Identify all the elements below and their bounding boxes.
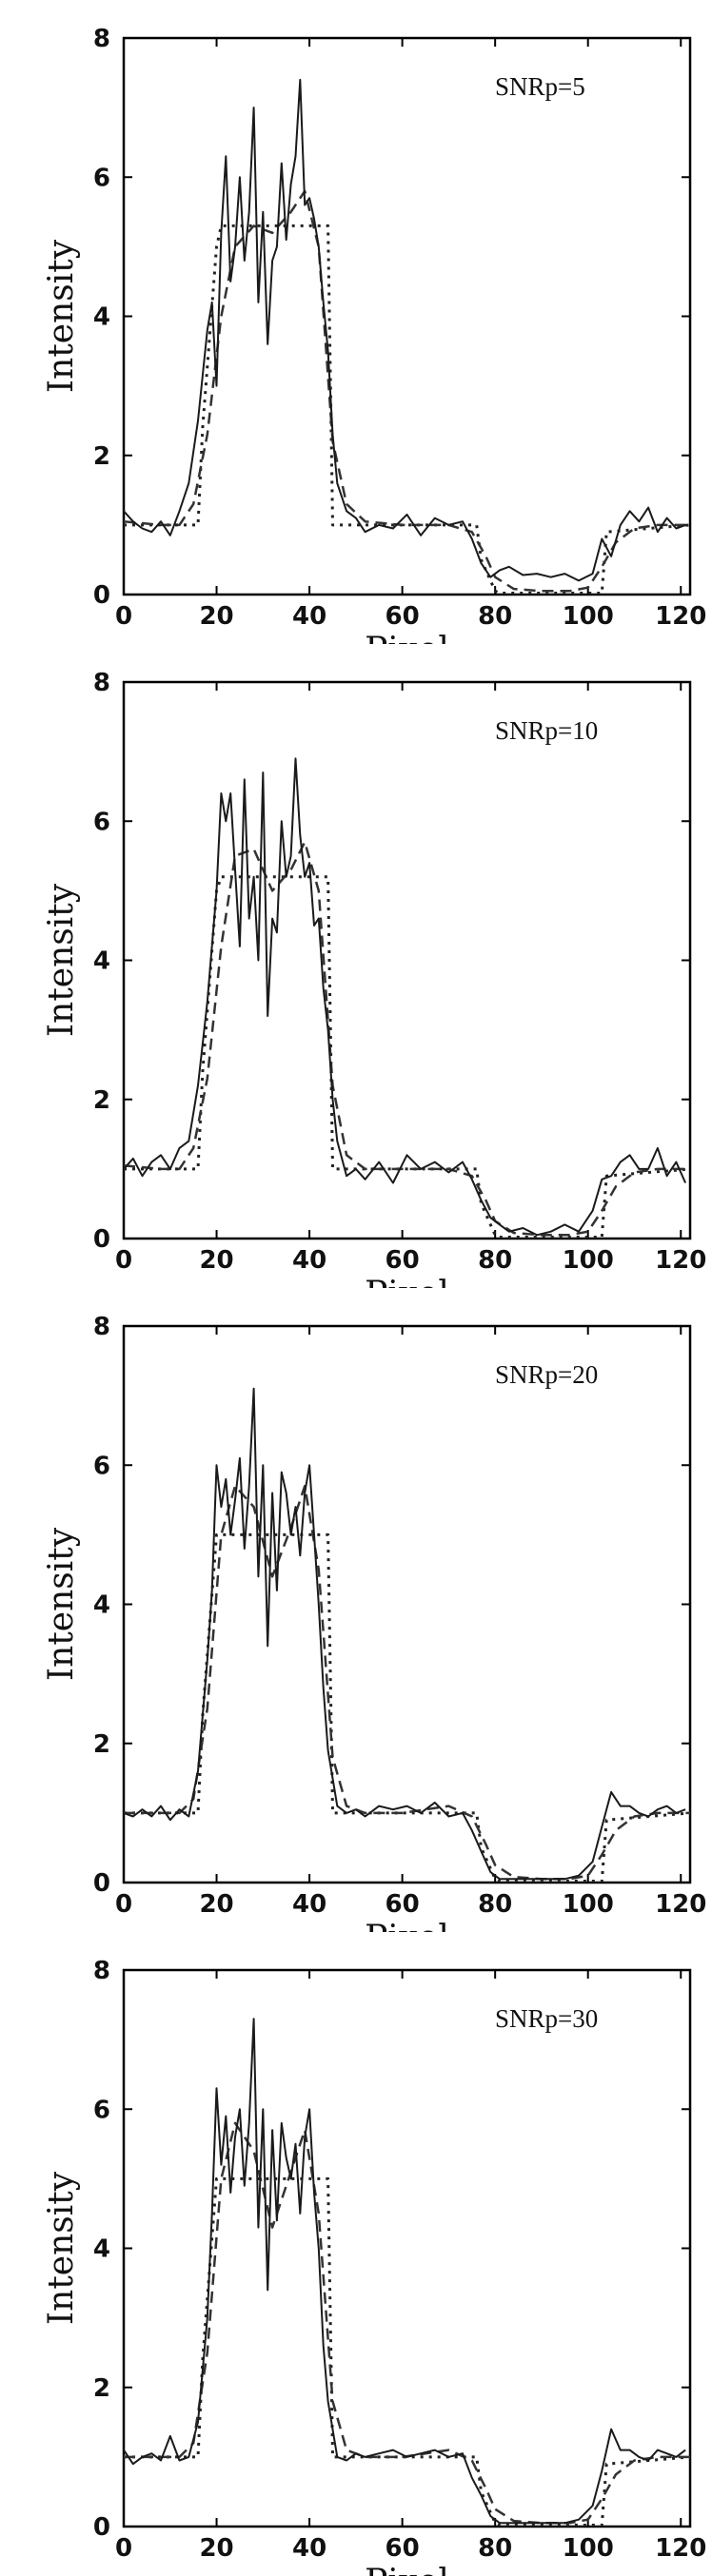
snr-annotation: SNRp=30 bbox=[495, 2004, 598, 2033]
chart-svg-2: 0 20 40 60 80 100 120 0 2 4 6 8 Pixel Intensity SNRp=1… bbox=[42, 669, 706, 1288]
chart-panel-1: 0 20 40 60 80 100 120 0 2 4 6 8 Pixel Intensity SNRp=5 bbox=[0, 0, 712, 644]
x-tick-label: 60 bbox=[386, 602, 420, 631]
y-tick-label: 2 bbox=[93, 442, 110, 471]
series-line-dotted bbox=[124, 224, 690, 595]
series-line-dashed bbox=[124, 1484, 690, 1881]
x-tick-label: 120 bbox=[655, 1890, 706, 1919]
y-tick-label: 8 bbox=[93, 1313, 110, 1341]
x-tick-label: 80 bbox=[478, 1890, 512, 1919]
y-tick-label: 4 bbox=[93, 303, 110, 332]
chart-svg-1: 0 20 40 60 80 100 120 0 2 4 6 8 Pixel Intensity SNRp=5 bbox=[42, 25, 706, 644]
y-axis-label: Intensity bbox=[42, 883, 81, 1037]
snr-annotation: SNRp=10 bbox=[495, 716, 598, 745]
y-tick-label: 8 bbox=[93, 25, 110, 53]
y-tick-label: 2 bbox=[93, 1730, 110, 1759]
x-tick-label: 80 bbox=[478, 602, 512, 631]
y-tick-label: 2 bbox=[93, 1086, 110, 1115]
plot-frame bbox=[122, 1324, 692, 1884]
chart-svg-4: 0 20 40 60 80 100 120 0 2 4 6 8 Pixel Intensity SNRp=3… bbox=[42, 1957, 706, 2576]
x-axis-label: Pixel bbox=[365, 631, 449, 644]
y-tick-label: 0 bbox=[93, 581, 110, 610]
x-tick-label: 100 bbox=[563, 1890, 614, 1919]
x-axis-label: Pixel bbox=[365, 2563, 449, 2576]
x-tick-label: 0 bbox=[115, 1890, 132, 1919]
x-tick-label: 20 bbox=[199, 2534, 233, 2563]
chart-svg-3: 0 20 40 60 80 100 120 0 2 4 6 8 Pixel Intensity SNRp=2… bbox=[42, 1313, 706, 1932]
x-tick-label: 0 bbox=[115, 602, 132, 631]
x-tick-label: 60 bbox=[386, 2534, 420, 2563]
y-tick-label: 6 bbox=[93, 1452, 110, 1480]
y-tick-label: 8 bbox=[93, 669, 110, 697]
y-axis-label: Intensity bbox=[42, 239, 81, 393]
series-line-solid bbox=[124, 2018, 686, 2525]
y-tick-label: 4 bbox=[93, 947, 110, 976]
x-tick-label: 100 bbox=[563, 602, 614, 631]
plot-frame bbox=[122, 1968, 692, 2528]
chart-panel-4: 0 20 40 60 80 100 120 0 2 4 6 8 Pixel Intensity SNRp=3… bbox=[0, 1932, 712, 2576]
x-tick-label: 80 bbox=[478, 1246, 512, 1275]
x-tick-label: 20 bbox=[199, 1890, 233, 1919]
x-tick-label: 100 bbox=[563, 2534, 614, 2563]
x-tick-label: 120 bbox=[655, 1246, 706, 1275]
series-line-dotted bbox=[124, 2176, 690, 2527]
y-tick-label: 6 bbox=[93, 2096, 110, 2124]
series-line-solid bbox=[124, 78, 686, 582]
x-tick-label: 120 bbox=[655, 602, 706, 631]
series-line-solid bbox=[124, 1387, 686, 1881]
x-tick-label: 60 bbox=[386, 1246, 420, 1275]
x-tick-label: 60 bbox=[386, 1890, 420, 1919]
y-tick-label: 8 bbox=[93, 1957, 110, 1985]
x-tick-label: 80 bbox=[478, 2534, 512, 2563]
x-tick-label: 0 bbox=[115, 1246, 132, 1275]
series-line-dotted bbox=[124, 1532, 690, 1883]
x-tick-label: 40 bbox=[292, 1246, 326, 1275]
x-tick-label: 0 bbox=[115, 2534, 132, 2563]
x-tick-label: 40 bbox=[292, 2534, 326, 2563]
y-tick-label: 0 bbox=[93, 1225, 110, 1254]
x-tick-label: 20 bbox=[199, 602, 233, 631]
x-tick-label: 100 bbox=[563, 1246, 614, 1275]
x-tick-label: 20 bbox=[199, 1246, 233, 1275]
series-line-solid bbox=[124, 757, 687, 1237]
chart-panel-2: 0 20 40 60 80 100 120 0 2 4 6 8 Pixel Intensity SNRp=1… bbox=[0, 644, 712, 1288]
y-tick-label: 4 bbox=[93, 1591, 110, 1620]
y-tick-label: 6 bbox=[93, 164, 110, 192]
x-axis-label: Pixel bbox=[365, 1919, 449, 1932]
x-tick-label: 40 bbox=[292, 602, 326, 631]
y-tick-label: 6 bbox=[93, 808, 110, 836]
series-line-dashed bbox=[124, 2121, 690, 2525]
series-line-dashed bbox=[124, 840, 690, 1237]
y-tick-label: 0 bbox=[93, 1869, 110, 1898]
x-tick-label: 40 bbox=[292, 1890, 326, 1919]
y-axis-label: Intensity bbox=[42, 1527, 81, 1681]
y-tick-label: 2 bbox=[93, 2374, 110, 2403]
x-tick-label: 120 bbox=[655, 2534, 706, 2563]
series-line-dashed bbox=[124, 189, 690, 593]
y-axis-label: Intensity bbox=[42, 2171, 81, 2325]
x-axis-label: Pixel bbox=[365, 1275, 449, 1288]
snr-annotation: SNRp=20 bbox=[495, 1360, 598, 1389]
snr-annotation: SNRp=5 bbox=[495, 72, 585, 101]
y-tick-label: 0 bbox=[93, 2513, 110, 2542]
chart-panel-3: 0 20 40 60 80 100 120 0 2 4 6 8 Pixel Intensity SNRp=2… bbox=[0, 1288, 712, 1932]
y-tick-label: 4 bbox=[93, 2235, 110, 2264]
